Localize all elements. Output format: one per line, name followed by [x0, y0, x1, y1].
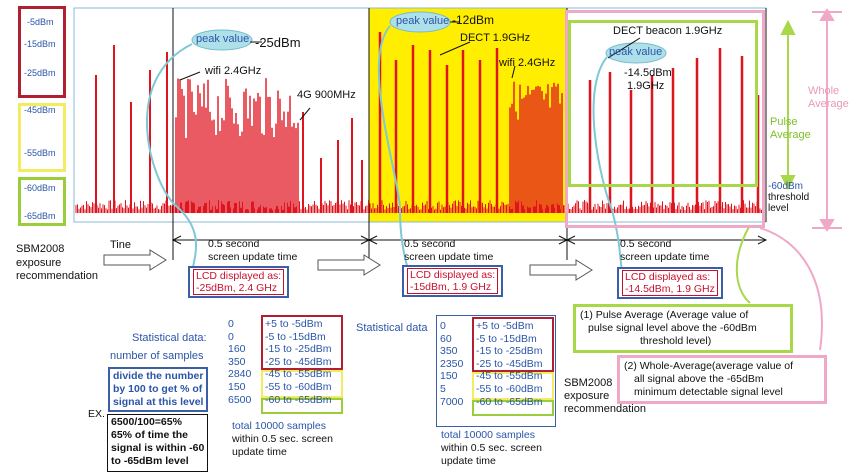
whole-average-marker: [812, 8, 842, 232]
wifi-1-label: wifi 2.4GHz: [205, 65, 262, 77]
scale-yellow-group: [18, 103, 66, 172]
stats-left-green-range: [261, 398, 343, 414]
callout-lines: [179, 21, 641, 121]
stats-left-total: total 10000 samples within 0.5 sec. scree…: [232, 420, 333, 458]
scale-green-group: [18, 177, 66, 226]
pulse-average-region: [568, 20, 758, 187]
rf-signal-trace: [75, 32, 765, 213]
stats-mid-frame: [436, 315, 556, 427]
dect-3-label: DECT beacon 1.9GHz: [613, 25, 723, 37]
4g-label: 4G 900MHz: [297, 89, 356, 101]
segment-1-time: 0.5 second screen update time: [208, 238, 298, 263]
lcd-box-3: LCD displayed as: -14.5dBm, 1.9 GHz: [617, 267, 723, 300]
pulse-average-note: (1) Pulse Average (Average value of pulse…: [573, 304, 793, 353]
stats-left-yellow-range: [261, 370, 343, 398]
stats-left-title: Statistical data:: [132, 332, 207, 344]
stats-mid-green-range: [472, 400, 554, 416]
scale-label-60: -60dBm: [24, 183, 56, 193]
peak-3-freq: 1.9GHz: [627, 80, 665, 92]
stats-mid-ranges: +5 to -5dBm -5 to -15dBm -15 to -25dBm -25…: [476, 320, 543, 408]
sbm-label: SBM2008 exposure recommendation: [16, 243, 98, 282]
stats-mid-counts: 0 60 350 2350 150 5 7000: [440, 320, 464, 408]
stats-mid-title: Statistical data: [356, 322, 428, 334]
pulse-average-marker: [780, 19, 796, 191]
peak-bubble-1: [191, 29, 253, 51]
peak-bubble-3: [605, 42, 667, 64]
scale-label-25: -25dBm: [24, 68, 56, 78]
peak-bubble-3-label: peak value: [609, 46, 663, 58]
threshold-label: -60dBm threshold level: [768, 181, 810, 214]
lcd-box-1: LCD displayed as: -25dBm, 2.4 GHz: [188, 266, 290, 299]
example-label: EX.: [88, 408, 105, 420]
whole-average-region: [565, 10, 765, 228]
whole-note-connector: [759, 227, 823, 351]
scale-label-65: -65dBm: [24, 211, 56, 221]
peak-2-value: -12dBm: [452, 13, 495, 27]
example-box: 6500/100=65% 65% of time the signal is wit…: [107, 414, 209, 472]
stats-left-divide-note: divide the number by 100 to get % of signa…: [108, 367, 209, 412]
stats-left-red-range: [261, 315, 343, 370]
stats-mid-total: total 10000 samples within 0.5 sec. scree…: [441, 429, 542, 467]
scale-label-55: -55dBm: [24, 148, 56, 158]
time-label: Tine: [110, 239, 131, 251]
pulse-note-connector: [735, 224, 751, 304]
scale-label-5: -5dBm: [27, 17, 54, 27]
scale-red-group: [18, 6, 66, 98]
flow-arrows: [103, 249, 593, 281]
peak-3-value: -14.5dBm: [624, 67, 672, 79]
whole-average-note: (2) Whole-Average(average value of all si…: [617, 355, 827, 404]
scale-label-15: -15dBm: [24, 39, 56, 49]
whole-average-label: Whole Average: [808, 85, 849, 110]
scale-label-45: -45dBm: [24, 105, 56, 115]
stats-left-ranges: +5 to -5dBm -5 to -15dBm -15 to -25dBm -25…: [265, 318, 332, 406]
stats-left-counts: 0 0 160 350 2840 150 6500: [228, 318, 252, 406]
lcd-box-2: LCD displayed as: -15dBm, 1.9 GHz: [402, 265, 504, 298]
stats-left-samples-label: number of samples: [110, 350, 204, 362]
segment-2-time: 0.5 second screen update time: [404, 238, 494, 263]
peak-bubble-2-label: peak value: [396, 15, 450, 27]
stats-mid-red-range: [472, 317, 554, 372]
segment-3-time: 0.5 second screen update time: [620, 238, 710, 263]
pulse-average-label: Pulse Average: [770, 116, 811, 141]
stats-mid-sbm-label: SBM2008 exposure recommendation: [564, 377, 646, 415]
wifi-2-label: wifi 2.4GHz: [499, 57, 556, 69]
dect-2-label: DECT 1.9GHz: [460, 32, 531, 44]
stats-mid-yellow-range: [472, 372, 554, 400]
peak-bubble-1-label: peak value: [196, 33, 250, 45]
bubble-to-lcd-connectors: [145, 25, 623, 273]
peak-1-value: -25dBm: [255, 35, 301, 50]
